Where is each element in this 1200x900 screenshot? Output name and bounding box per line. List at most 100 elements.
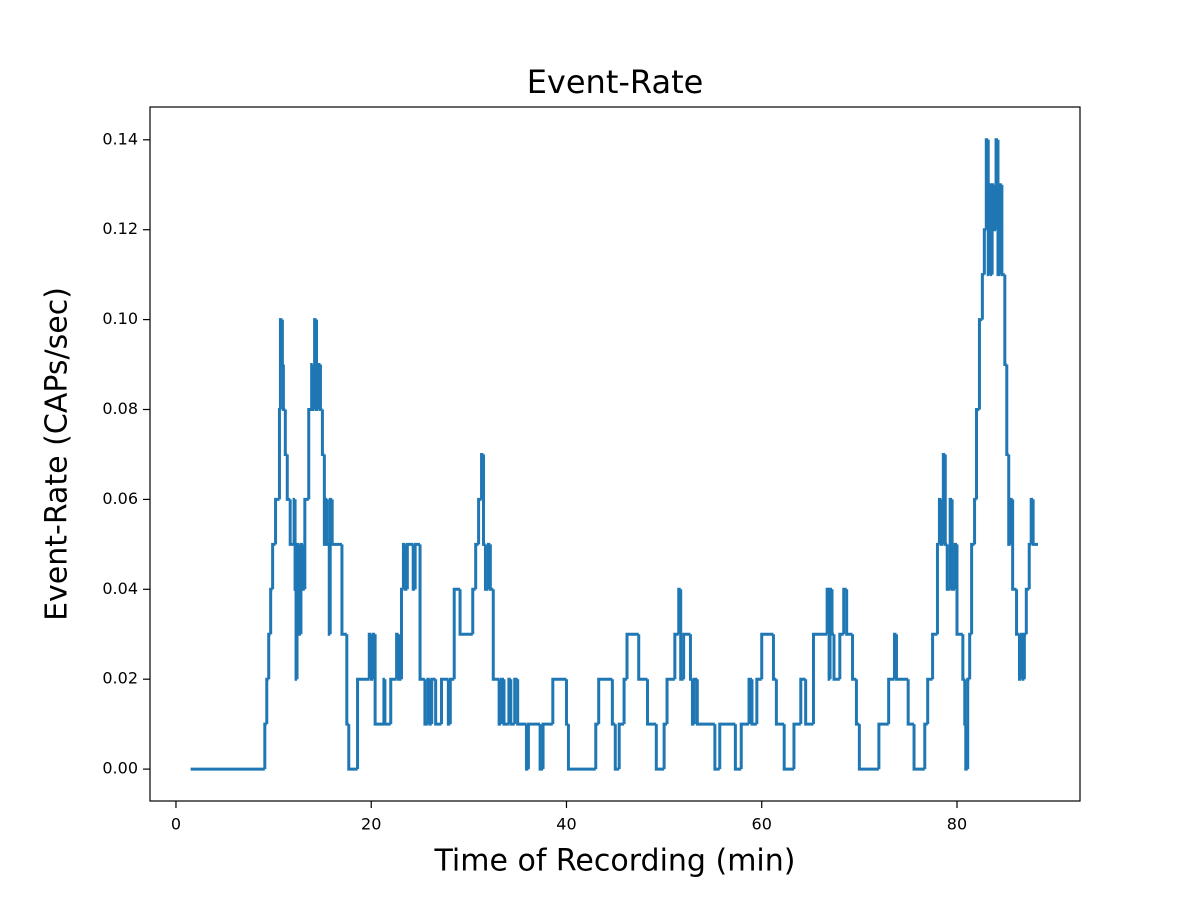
- step-segment: [755, 677, 762, 725]
- step-segment: [973, 497, 977, 545]
- step-segment: [980, 273, 985, 320]
- step-segment: [371, 632, 376, 680]
- step-segment: [690, 679, 695, 726]
- step-segment: [617, 722, 625, 770]
- step-segment: [939, 499, 944, 546]
- step-segment: [480, 452, 484, 500]
- step-segment: [320, 409, 325, 456]
- step-segment: [1007, 454, 1011, 546]
- step-segment: [828, 587, 833, 680]
- step-segment: [782, 724, 794, 771]
- step-segment: [497, 679, 502, 726]
- step-segment: [395, 632, 399, 680]
- step-segment: [281, 364, 286, 412]
- step-segment: [502, 679, 509, 726]
- step-segment: [941, 452, 946, 545]
- step-segment: [931, 632, 938, 680]
- step-segment: [551, 677, 567, 725]
- step-segment: [733, 724, 742, 771]
- plot-frame: [149, 106, 1081, 802]
- step-segment: [367, 632, 372, 680]
- step-segment: [857, 724, 879, 771]
- step-segment: [912, 724, 925, 771]
- y-tick-label: 0.04: [102, 579, 138, 598]
- step-segment: [426, 677, 430, 725]
- step-segment: [625, 632, 639, 680]
- step-segment: [477, 497, 482, 545]
- step-segment: [987, 183, 992, 275]
- y-tick-label: 0.10: [102, 309, 138, 328]
- step-segment: [637, 634, 648, 681]
- step-segment: [998, 183, 1002, 275]
- step-segment: [994, 138, 998, 230]
- step-segment: [654, 724, 665, 771]
- step-segment: [774, 679, 785, 726]
- x-tick-label: 0: [171, 815, 181, 834]
- step-segment: [423, 679, 428, 726]
- step-segment: [434, 679, 442, 726]
- y-tick-label: 0.08: [102, 399, 138, 418]
- x-tick-label: 40: [556, 815, 576, 834]
- step-segment: [1019, 632, 1024, 680]
- x-tick-label: 80: [947, 815, 967, 834]
- step-segment: [1015, 589, 1020, 636]
- step-segment: [977, 318, 983, 410]
- step-segment: [288, 499, 295, 546]
- step-segment: [926, 677, 933, 725]
- step-segment: [428, 679, 432, 726]
- step-segment: [271, 542, 276, 590]
- step-segment: [923, 722, 928, 770]
- y-axis-label: Event-Rate (CAPs/sec): [40, 287, 75, 621]
- step-segment: [446, 679, 451, 726]
- step-segment: [330, 499, 342, 546]
- step-segment: [906, 679, 915, 726]
- step-segment: [524, 724, 529, 771]
- step-segment: [322, 454, 327, 546]
- step-segment: [389, 677, 397, 725]
- step-segment: [538, 724, 544, 771]
- step-segment: [760, 632, 774, 680]
- step-segment: [491, 589, 500, 681]
- step-segment: [771, 634, 777, 681]
- step-segment: [695, 679, 715, 726]
- step-segment: [452, 587, 461, 680]
- step-segment: [488, 544, 494, 591]
- step-segment: [347, 724, 358, 771]
- step-segment: [458, 589, 473, 636]
- step-segment: [747, 677, 752, 725]
- step-segment: [662, 722, 668, 770]
- step-segment: [283, 409, 288, 456]
- step-segment: [430, 677, 436, 725]
- step-segment: [877, 722, 889, 770]
- y-tick-label: 0.02: [102, 669, 138, 688]
- step-segment: [792, 722, 801, 770]
- step-segment: [413, 542, 421, 590]
- step-segment: [513, 677, 518, 725]
- step-segment: [274, 497, 280, 545]
- step-segment: [750, 679, 757, 726]
- step-segment: [1027, 542, 1032, 590]
- step-segment: [718, 722, 736, 770]
- step-segment: [692, 677, 698, 725]
- step-segment: [984, 138, 989, 230]
- step-segment: [594, 722, 599, 770]
- x-tick-label: 60: [752, 815, 772, 834]
- step-segment: [646, 679, 657, 726]
- y-tick-label: 0.14: [102, 129, 138, 148]
- step-segment: [825, 587, 830, 635]
- step-segment: [996, 139, 1000, 277]
- step-segment: [894, 634, 909, 681]
- step-segment: [804, 679, 814, 726]
- step-segment: [811, 632, 828, 725]
- step-segment: [440, 677, 449, 725]
- step-segment: [516, 679, 527, 726]
- step-segment: [613, 724, 620, 771]
- step-segment: [887, 677, 895, 725]
- step-segment: [739, 722, 750, 770]
- step-segment: [418, 544, 425, 681]
- y-tick-label: 0.00: [102, 759, 138, 778]
- step-segment: [280, 319, 284, 367]
- y-tick-label: 0.12: [102, 219, 138, 238]
